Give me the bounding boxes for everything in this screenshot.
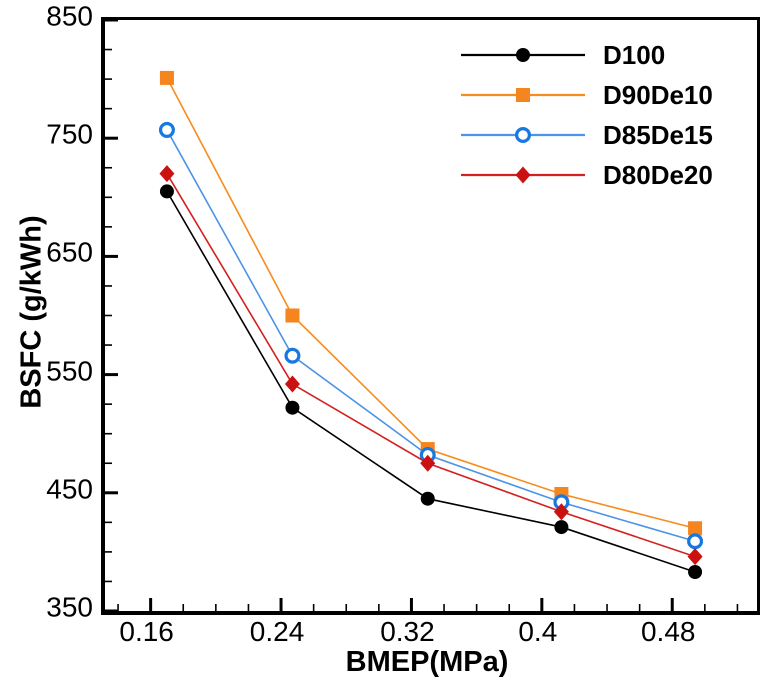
data-point-D100 xyxy=(688,564,703,579)
data-point-D90De10 xyxy=(285,308,300,323)
x-tick-label: 0.16 xyxy=(119,616,174,647)
x-tick-label: 0.32 xyxy=(380,616,435,647)
y-tick-label: 550 xyxy=(46,355,93,387)
series-line-D100 xyxy=(166,190,696,573)
series-line-D85De15 xyxy=(166,129,696,543)
x-tick-label: 0.24 xyxy=(249,616,305,647)
y-tick-label: 450 xyxy=(46,473,93,505)
legend-label-D85De15: D85De15 xyxy=(603,120,713,150)
y-tick-label: 750 xyxy=(46,118,93,150)
chart-canvas: D100 D90De10 D85De15 D80De20 xyxy=(105,20,739,611)
data-point-D90De10 xyxy=(159,70,174,85)
y-tick-label: 650 xyxy=(46,236,93,268)
x-tick-label: 0.48 xyxy=(640,616,696,647)
x-axis-title: BMEP(MPa) xyxy=(345,646,509,678)
data-point-D100 xyxy=(285,400,300,415)
data-point-D85De15 xyxy=(284,347,301,364)
legend-marker-D80De20 xyxy=(515,166,531,184)
legend-marker-D100 xyxy=(516,48,530,62)
legend-marker-D85De15 xyxy=(515,126,532,143)
data-point-D100 xyxy=(420,491,435,506)
data-point-D90De10 xyxy=(688,521,703,536)
data-point-D80De20 xyxy=(284,375,300,393)
legend-label-D90De10: D90De10 xyxy=(603,80,713,110)
legend-marker-D90De10 xyxy=(516,88,530,102)
data-point-D80De20 xyxy=(553,503,569,521)
data-point-D80De20 xyxy=(420,454,436,472)
legend-label-D100: D100 xyxy=(603,40,665,70)
data-point-D85De15 xyxy=(687,533,704,550)
y-tick-label: 350 xyxy=(46,591,93,623)
data-point-D85De15 xyxy=(158,121,175,138)
y-tick-label: 850 xyxy=(46,0,93,32)
x-tick-label: 0.4 xyxy=(518,616,558,647)
legend-label-D80De20: D80De20 xyxy=(603,160,713,190)
data-point-D80De20 xyxy=(159,165,175,183)
data-point-D100 xyxy=(159,184,174,199)
data-point-D100 xyxy=(554,520,569,535)
plot-area: D100 D90De10 D85De15 D80De20 xyxy=(101,17,760,615)
data-point-D80De20 xyxy=(687,548,703,566)
